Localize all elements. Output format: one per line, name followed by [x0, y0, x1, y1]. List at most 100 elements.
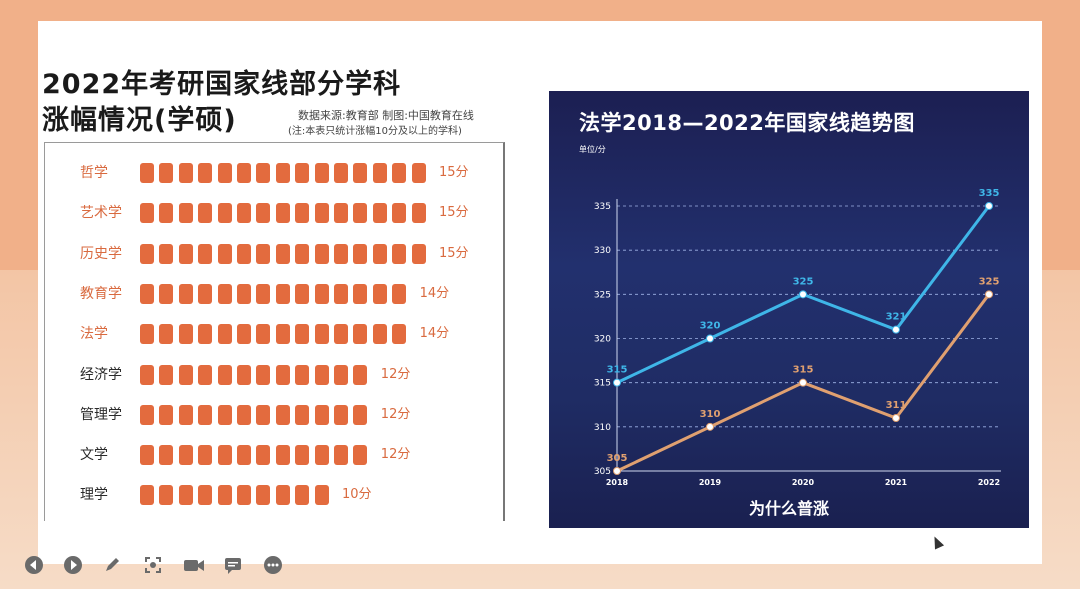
- bar-segment: [295, 243, 310, 264]
- bar-segment: [295, 485, 310, 506]
- bar-segment: [392, 203, 407, 224]
- data-label: 321: [886, 312, 907, 323]
- bar-segment: [140, 485, 154, 506]
- bar-row-label: 经济学: [80, 366, 122, 383]
- bar-segment: [334, 203, 348, 224]
- bar-segment: [275, 163, 290, 183]
- bar-row: 经济学 12分: [45, 363, 501, 387]
- y-tick-label: 310: [594, 423, 611, 433]
- x-tick-label: 2020: [792, 478, 815, 487]
- data-point: [706, 334, 714, 343]
- bar-segment: [217, 485, 232, 506]
- bar-segment: [178, 404, 193, 425]
- bar-segment: [372, 324, 387, 345]
- data-point: [613, 378, 621, 387]
- bar-segment: [295, 283, 310, 304]
- data-point: [706, 422, 714, 431]
- bar-segment: [372, 163, 387, 183]
- bar-segment: [140, 364, 154, 385]
- bar-segment: [237, 243, 251, 264]
- x-tick-label: 2019: [699, 478, 722, 487]
- bar-segment: [178, 364, 193, 385]
- bar-row-value: 12分: [380, 447, 411, 463]
- data-label: 325: [793, 276, 814, 287]
- more-icon[interactable]: [263, 555, 283, 575]
- data-label: 325: [979, 276, 1000, 287]
- bar-chart-box: 哲学 15分 艺术学 15分 历史学 15分 教育学 14分 法学 14分 经济学 12分 管理学 12分…: [44, 142, 505, 521]
- data-label: 335: [979, 188, 1000, 199]
- y-tick-label: 305: [594, 467, 611, 477]
- data-point: [799, 378, 807, 387]
- next-icon[interactable]: [63, 555, 83, 575]
- bar-row: 历史学 15分: [45, 242, 501, 266]
- bar-segment: [217, 445, 232, 466]
- bar-segment: [295, 324, 310, 345]
- bar-segment: [295, 445, 310, 466]
- bar-segment: [140, 445, 154, 466]
- bar-segment: [198, 283, 213, 304]
- bar-segment: [198, 485, 213, 506]
- bar-segment: [237, 485, 251, 506]
- bar-row-value: 12分: [380, 406, 411, 422]
- bar-segment: [198, 404, 213, 425]
- data-point: [613, 467, 621, 475]
- bar-segment: [275, 404, 290, 425]
- camera-icon[interactable]: [183, 555, 204, 575]
- bar-segment: [334, 283, 348, 304]
- chat-icon[interactable]: [223, 555, 243, 575]
- bar-segment: [159, 404, 174, 425]
- bar-segment: [353, 163, 368, 183]
- y-tick-label: 325: [594, 290, 611, 300]
- source-text: 数据来源:教育部 制图:中国教育在线: [298, 109, 474, 122]
- bar-segment: [275, 203, 290, 224]
- bar-segment: [334, 243, 348, 264]
- bar-segment: [256, 163, 271, 183]
- bar-segment: [217, 324, 232, 345]
- left-panel-title: 2022年考研国家线部分学科 涨幅情况(学硕): [42, 67, 401, 139]
- bar-segment: [295, 203, 310, 224]
- bar-row-value: 10分: [342, 487, 372, 503]
- bar-segment: [295, 163, 310, 183]
- bar-segment: [178, 445, 193, 466]
- bar-segment: [353, 364, 368, 385]
- bar-segment: [275, 445, 290, 466]
- note-text: (注:本表只统计涨幅10分及以上的学科): [288, 126, 462, 137]
- bar-segment: [178, 283, 193, 304]
- bar-segment: [353, 404, 368, 425]
- bar-segment: [198, 203, 213, 224]
- bar-segment: [159, 485, 174, 506]
- bar-segment: [178, 163, 193, 183]
- bar-row-label: 管理学: [80, 406, 122, 423]
- bar-segment: [334, 163, 348, 183]
- data-label: 315: [607, 365, 628, 376]
- bar-segment: [237, 283, 251, 304]
- bar-segment: [159, 163, 174, 183]
- bar-segment: [334, 445, 348, 466]
- bar-segment: [392, 243, 407, 264]
- prev-icon[interactable]: [24, 555, 44, 575]
- bar-segment: [353, 324, 368, 345]
- bar-segment: [256, 404, 271, 425]
- bar-segment: [217, 163, 232, 183]
- bar-segment: [140, 404, 154, 425]
- pen-icon[interactable]: [102, 555, 122, 575]
- data-label: 311: [886, 400, 907, 411]
- bar-segment: [372, 283, 387, 304]
- bar-segment: [256, 324, 271, 345]
- bar-segment: [275, 364, 290, 385]
- bar-segment: [353, 283, 368, 304]
- data-label: 320: [700, 321, 721, 332]
- chart-title: 法学2018—2022年国家线趋势图: [579, 111, 915, 135]
- bar-row-value: 15分: [439, 245, 469, 261]
- line-chart: 305 310 315 320 325 330 335 2018 2019 2020 2021 202…: [594, 188, 1001, 487]
- bar-segment: [178, 203, 193, 224]
- slide: 2022年考研国家线部分学科 涨幅情况(学硕) 数据来源:教育部 制图:中国教育…: [38, 21, 1042, 564]
- bar-segment: [275, 243, 290, 264]
- y-tick-label: 320: [594, 335, 611, 345]
- bar-segment: [217, 243, 232, 264]
- bar-segment: [159, 445, 174, 466]
- bar-row: 管理学 12分: [45, 403, 501, 427]
- data-point: [985, 202, 993, 210]
- screenshot-icon[interactable]: [143, 555, 163, 575]
- bar-segment: [256, 445, 271, 466]
